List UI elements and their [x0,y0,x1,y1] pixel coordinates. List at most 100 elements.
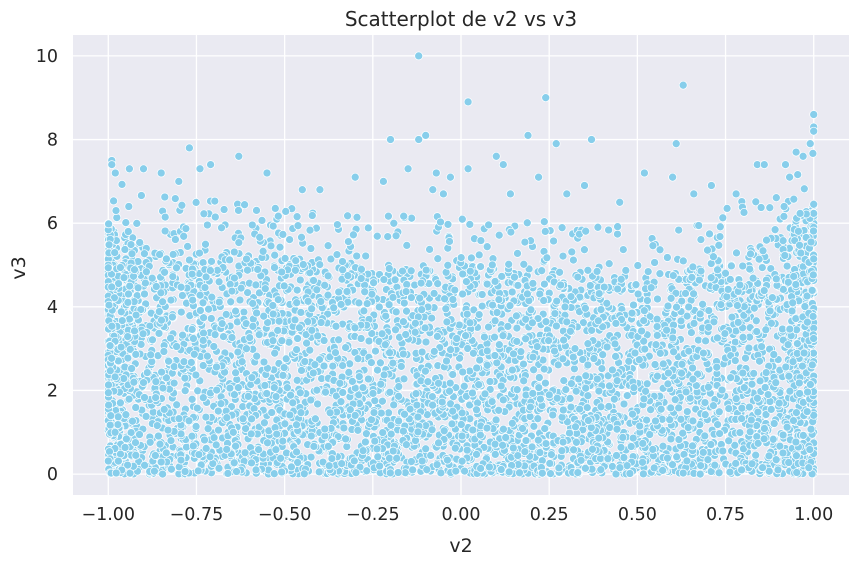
scatter-point [429,289,439,298]
scatter-point [739,383,749,393]
scatter-point [484,322,493,332]
scatter-point [273,326,283,335]
scatter-point [176,282,186,292]
scatter-point [765,306,775,316]
scatter-point [259,357,269,367]
scatter-point [158,383,168,393]
scatter-point [312,285,322,295]
scatter-point [314,467,324,477]
scatter-point [388,358,398,368]
scatter-point [178,330,187,340]
scatter-point [104,219,113,229]
scatter-point [688,441,697,451]
scatter-point [277,467,287,477]
scatter-point [516,347,526,357]
scatter-point [385,453,394,463]
scatter-point [809,334,818,343]
scatter-point [227,286,237,296]
scatter-point [474,380,484,390]
scatter-point [695,469,705,479]
scatter-point [334,335,343,345]
scatter-point [372,444,382,454]
scatter-point [254,330,264,340]
scatter-point [534,373,544,382]
scatter-point [406,266,416,276]
scatter-point [243,265,252,275]
scatter-point [107,282,117,292]
scatter-point [303,296,313,306]
scatter-point [296,408,306,418]
scatter-point [268,309,278,319]
scatter-point [561,385,571,394]
scatter-point [126,240,136,249]
scatter-point [180,467,190,476]
scatter-point [188,441,198,451]
scatter-point [107,353,116,363]
scatter-point [426,451,436,460]
scatter-point [299,469,309,479]
scatter-point [293,334,302,343]
scatter-point [698,448,708,457]
scatter-point [166,436,176,445]
scatter-point [501,433,511,442]
scatter-point [231,441,240,451]
scatter-point [809,226,818,236]
scatter-point [570,364,579,374]
scatter-point [618,433,628,442]
scatter-point [374,302,384,312]
scatter-point [619,399,629,409]
scatter-point [120,443,130,452]
scatter-point [559,335,568,345]
scatter-point [209,342,219,351]
scatter-point [206,314,216,323]
scatter-point [150,466,159,476]
scatter-point [145,437,155,447]
scatter-point [788,298,798,308]
scatter-point [666,434,676,444]
scatter-point [412,400,422,410]
scatter-point [475,355,485,365]
scatter-point [569,445,578,455]
scatter-point [678,468,688,478]
scatter-point [513,451,523,460]
scatter-point [535,289,545,299]
scatter-point [252,308,261,318]
scatter-point [172,400,182,410]
scatter-point [751,316,761,326]
scatter-point [119,374,129,383]
scatter-point [376,379,386,389]
scatter-point [203,351,212,361]
scatter-point [490,277,500,286]
scatter-point [106,411,116,421]
scatter-point [616,443,626,452]
scatter-point [232,467,241,476]
scatter-point [214,463,224,473]
scatter-point [324,461,334,471]
scatter-point [131,450,141,460]
scatter-point [262,389,272,398]
scatter-point [583,360,593,370]
scatter-point [376,408,386,418]
scatter-point [630,348,640,358]
scatter-point [688,416,698,426]
scatter-point [172,342,181,351]
scatter-point [364,374,373,384]
scatter-point [445,378,455,388]
scatter-point [277,267,287,277]
scatter-point [142,267,151,277]
scatter-point [526,305,536,315]
scatter-point [140,249,149,259]
scatter-point [565,394,575,403]
scatter-point [575,404,584,414]
scatter-point [427,313,437,323]
scatter-point [604,402,614,411]
scatter-point [434,378,443,388]
scatter-point [576,455,586,465]
scatter-point [371,346,380,356]
scatter-point [212,385,222,395]
scatter-point [245,333,255,342]
scatter-point [456,420,466,429]
scatter-point [440,294,449,304]
scatter-point [187,394,197,404]
scatter-point [451,466,461,476]
